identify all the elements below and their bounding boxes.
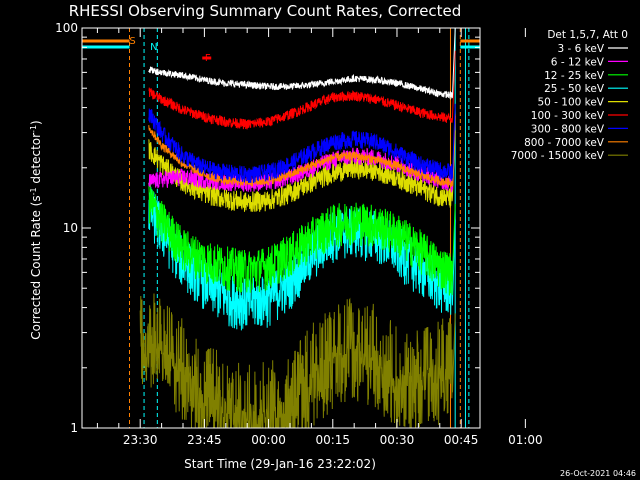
y-axis-label-end: ) [29,120,43,125]
x-tick-label: 23:45 [187,433,222,447]
y-tick-label: 10 [63,221,78,235]
y-axis: 1 10 100 [55,21,480,435]
series-line [148,114,456,188]
legend-label: 300 - 800 keV [531,123,605,135]
legend-header: Det 1,5,7, Att 0 [547,29,628,41]
legend-label: 6 - 12 keV [551,56,605,68]
legend-label: 12 - 25 keV [544,70,605,82]
legend-label: 25 - 50 keV [544,83,605,95]
annotation-n: N [150,42,157,53]
legend-label: 100 - 300 keV [531,110,605,122]
legend-label: 3 - 6 keV [557,43,604,55]
y-tick-label: 100 [55,21,78,35]
x-tick-label: 01:00 [508,433,543,447]
y-axis-label-sup1: -1 [29,187,38,195]
series-line [148,130,456,212]
x-tick-label: 00:30 [380,433,415,447]
x-tick-label: 00:00 [251,433,286,447]
legend-label: 50 - 100 keV [537,97,604,109]
x-tick-label: 23:30 [123,433,158,447]
y-tick-label: 1 [70,421,78,435]
series-line [148,27,456,101]
series-line [139,293,456,429]
chart-title: RHESSI Observing Summary Count Rates, Co… [69,2,462,20]
y-axis-label: Corrected Count Rate (s-1 detector-1) [29,120,44,339]
x-tick-label: 00:15 [315,433,350,447]
annotation-f: F [205,53,211,64]
series-line [148,50,456,130]
legend-label: 7000 - 15000 keV [511,150,605,162]
y-axis-label-main: Corrected Count Rate (s [29,195,43,339]
series-line [148,182,456,296]
x-tick-label: 00:45 [444,433,479,447]
series-line [148,103,456,184]
legend-label: 800 - 7000 keV [524,137,605,149]
annotation-s: S [129,36,135,47]
x-axis-label: Start Time (29-Jan-16 23:22:02) [184,457,376,471]
y-axis-label-sup2: -1 [29,125,38,133]
y-axis-label-mid: detector [29,133,43,188]
x-axis: 23:30 23:45 00:00 00:15 00:30 00:45 01:00 [96,28,543,447]
plot-area: S N F [82,27,480,429]
timestamp: 26-Oct-2021 04:46 [560,469,636,478]
